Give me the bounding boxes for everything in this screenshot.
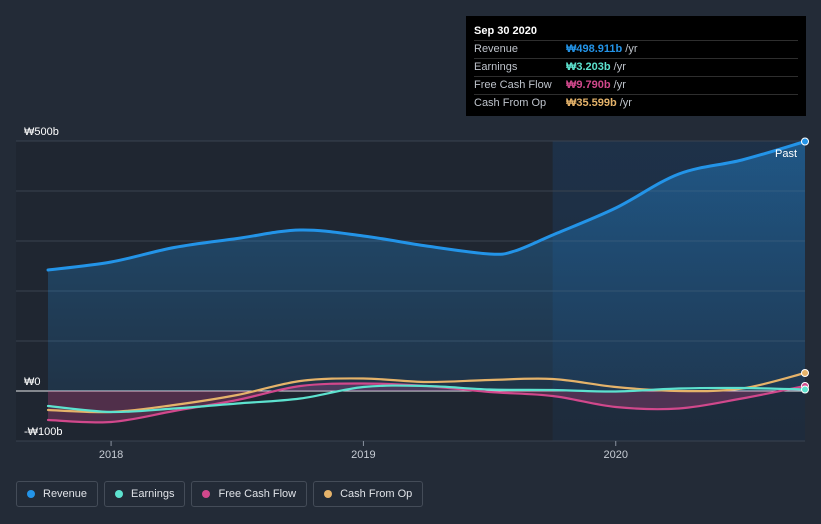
legend-item-revenue[interactable]: Revenue <box>16 481 99 507</box>
tooltip-value: ₩35.599b <box>566 97 617 109</box>
legend-dot-icon <box>324 490 333 498</box>
tooltip-unit: /yr <box>619 97 632 109</box>
revenue-line <box>46 140 807 272</box>
cash-from-op-end-marker <box>801 369 809 377</box>
cash-from-op-line <box>46 371 807 414</box>
earnings-line <box>46 384 807 414</box>
legend-dot-icon <box>202 490 211 498</box>
legend-label: Free Cash Flow <box>218 488 297 500</box>
legend-label: Cash From Op <box>340 488 413 500</box>
tooltip-label: Earnings <box>474 61 518 73</box>
x-tick-label: 2018 <box>99 449 123 461</box>
tooltip-unit: /yr <box>613 61 626 73</box>
y-tick-label: ₩500b <box>24 126 59 138</box>
tooltip-unit: /yr <box>625 43 638 55</box>
legend-label: Earnings <box>131 488 175 500</box>
tooltip: Sep 30 2020 Revenue ₩498.911b /yr Earnin… <box>466 16 806 116</box>
tooltip-row-revenue: Revenue ₩498.911b /yr <box>474 40 798 58</box>
earnings-end-marker <box>801 385 809 394</box>
tooltip-value: ₩3.203b <box>566 61 611 73</box>
x-tick-label: 2020 <box>604 449 628 461</box>
tooltip-value: ₩498.911b <box>566 43 623 55</box>
tooltip-row-cash-from-op: Cash From Op ₩35.599b /yr <box>474 94 798 112</box>
tooltip-row-earnings: Earnings ₩3.203b /yr <box>474 58 798 76</box>
free-cash-flow-area <box>48 383 805 423</box>
legend: Revenue Earnings Free Cash Flow Cash Fro… <box>16 481 429 509</box>
tooltip-label: Free Cash Flow <box>474 79 552 91</box>
legend-dot-icon <box>115 490 124 498</box>
tooltip-label: Revenue <box>474 43 519 55</box>
legend-item-free-cash-flow[interactable]: Free Cash Flow <box>191 481 308 507</box>
tooltip-unit: /yr <box>613 79 626 91</box>
y-tick-label: ₩0 <box>24 376 41 388</box>
y-tick-label: -₩100b <box>24 426 63 438</box>
tooltip-value: ₩9.790b <box>566 79 611 91</box>
legend-dot-icon <box>27 490 35 498</box>
tooltip-label: Cash From Op <box>474 97 547 109</box>
x-tick-label: 2019 <box>351 449 375 461</box>
past-label: Past <box>775 148 797 160</box>
revenue-area <box>48 141 805 391</box>
revenue-end-marker <box>801 137 809 146</box>
tooltip-date: Sep 30 2020 <box>474 25 537 37</box>
legend-item-cash-from-op[interactable]: Cash From Op <box>313 481 424 507</box>
legend-item-earnings[interactable]: Earnings <box>104 481 186 507</box>
legend-label: Revenue <box>43 488 88 500</box>
tooltip-row-free-cash-flow: Free Cash Flow ₩9.790b /yr <box>474 76 798 94</box>
